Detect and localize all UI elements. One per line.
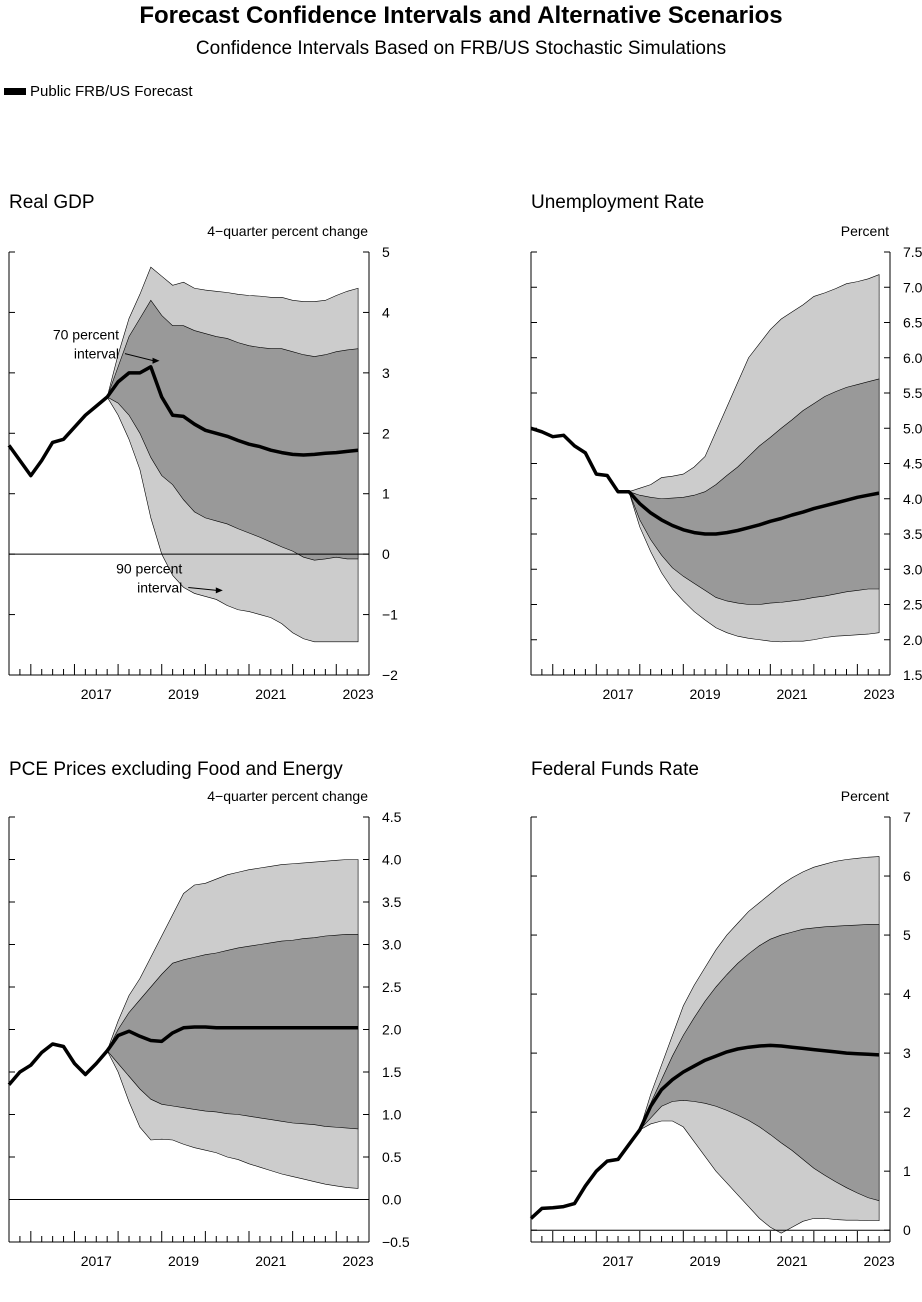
chart-title: Federal Funds Rate <box>531 759 699 780</box>
ytick-label: 3.0 <box>903 561 922 577</box>
forecast-line <box>7 1025 359 1086</box>
main-subtitle: Confidence Intervals Based on FRB/US Sto… <box>195 38 727 59</box>
chart-units-label: 4−quarter percent change <box>207 788 368 804</box>
annotation-arrowhead <box>215 587 223 594</box>
ytick-label: 2.5 <box>382 979 402 995</box>
annotation-text: 70 percent <box>53 327 119 343</box>
xtick-label: 2021 <box>255 686 286 702</box>
xtick-label: 2017 <box>81 1253 112 1269</box>
annotation-text: 90 percent <box>116 560 182 576</box>
chart-panel-1: Real GDP 4−quarter percent change −2 −1 0 1 2 3… <box>7 192 398 702</box>
chart-units-label: Percent <box>841 788 889 804</box>
ytick-label: 0.5 <box>382 1149 402 1165</box>
ytick-label: 5.0 <box>903 420 922 436</box>
ytick-label: 2.0 <box>903 632 922 648</box>
xtick-label: 2023 <box>864 1253 895 1269</box>
band-70-percent <box>106 933 359 1130</box>
xtick-label: 2019 <box>168 686 199 702</box>
ytick-label: 2.0 <box>382 1022 402 1038</box>
chart-title: Real GDP <box>9 192 95 213</box>
legend-swatch <box>4 88 26 95</box>
ytick-label: 6 <box>903 868 911 884</box>
forecast-line <box>530 426 880 536</box>
xtick-label: 2021 <box>777 686 808 702</box>
xtick-label: 2023 <box>343 686 374 702</box>
xtick-label: 2019 <box>689 686 720 702</box>
ytick-label: 4 <box>382 304 390 320</box>
ytick-label: −0.5 <box>382 1234 410 1250</box>
chart-units-label: 4−quarter percent change <box>207 223 368 239</box>
legend-label: Public FRB/US Forecast <box>30 83 193 100</box>
main-title: Forecast Confidence Intervals and Altern… <box>139 2 783 29</box>
annotation-text: interval <box>137 579 182 595</box>
xtick-label: 2019 <box>168 1253 199 1269</box>
ytick-label: 4.0 <box>382 852 402 868</box>
forecast-line <box>529 1043 880 1220</box>
annotation-arrow <box>124 353 154 362</box>
ytick-label: 3.5 <box>903 526 922 542</box>
chart-panel-3: PCE Prices excluding Food and Energy 4−qu… <box>7 759 410 1269</box>
ytick-label: 3.5 <box>382 894 402 910</box>
ytick-label: 7 <box>903 809 911 825</box>
ytick-label: 5 <box>382 244 390 260</box>
ytick-label: 4.0 <box>903 491 922 507</box>
xtick-label: 2017 <box>81 686 112 702</box>
xtick-label: 2019 <box>689 1253 720 1269</box>
ytick-label: 0 <box>382 546 390 562</box>
xtick-label: 2021 <box>255 1253 286 1269</box>
chart-units-label: Percent <box>841 223 889 239</box>
annotation-arrow <box>188 586 217 591</box>
ytick-label: 1.0 <box>382 1107 402 1123</box>
ytick-label: −2 <box>382 667 398 683</box>
annotation-arrowhead <box>152 357 160 364</box>
ytick-label: 1.5 <box>382 1064 402 1080</box>
band-70-percent <box>106 299 359 561</box>
ytick-label: 1 <box>903 1163 911 1179</box>
ytick-label: 7.0 <box>903 279 922 295</box>
ytick-label: 0.0 <box>382 1192 402 1208</box>
ytick-label: 0 <box>903 1222 911 1238</box>
band-70-percent <box>639 924 880 1202</box>
ytick-label: 3 <box>382 365 390 381</box>
ytick-label: 4 <box>903 986 911 1002</box>
ytick-label: 5 <box>903 927 911 943</box>
band-70-percent <box>628 378 880 605</box>
ytick-label: 6.5 <box>903 315 922 331</box>
ytick-label: 3 <box>903 1045 911 1061</box>
forecast-line <box>7 365 359 478</box>
xtick-label: 2023 <box>864 686 895 702</box>
chart-title: Unemployment Rate <box>531 192 704 213</box>
ytick-label: −1 <box>382 607 398 623</box>
ytick-label: 4.5 <box>903 456 922 472</box>
ytick-label: 3.0 <box>382 937 402 953</box>
ytick-label: 5.5 <box>903 385 922 401</box>
ytick-label: 2 <box>382 425 390 441</box>
xtick-label: 2017 <box>602 1253 633 1269</box>
chart-panel-4: Federal Funds Rate Percent 0 1 2 3 4 5 6 7 2017 201… <box>529 759 911 1269</box>
ytick-label: 6.0 <box>903 350 922 366</box>
ytick-label: 1.5 <box>903 667 922 683</box>
ytick-label: 2.5 <box>903 597 922 613</box>
ytick-label: 7.5 <box>903 244 922 260</box>
chart-title: PCE Prices excluding Food and Energy <box>9 759 343 780</box>
annotation-text: interval <box>74 346 119 362</box>
xtick-label: 2017 <box>602 686 633 702</box>
legend: Public FRB/US Forecast <box>4 83 193 100</box>
chart-panel-2: Unemployment Rate Percent 1.5 2.0 2.5 3.0 3.5 4… <box>530 192 922 702</box>
ytick-label: 1 <box>382 486 390 502</box>
xtick-label: 2021 <box>777 1253 808 1269</box>
ytick-label: 4.5 <box>382 809 402 825</box>
ytick-label: 2 <box>903 1104 911 1120</box>
xtick-label: 2023 <box>343 1253 374 1269</box>
